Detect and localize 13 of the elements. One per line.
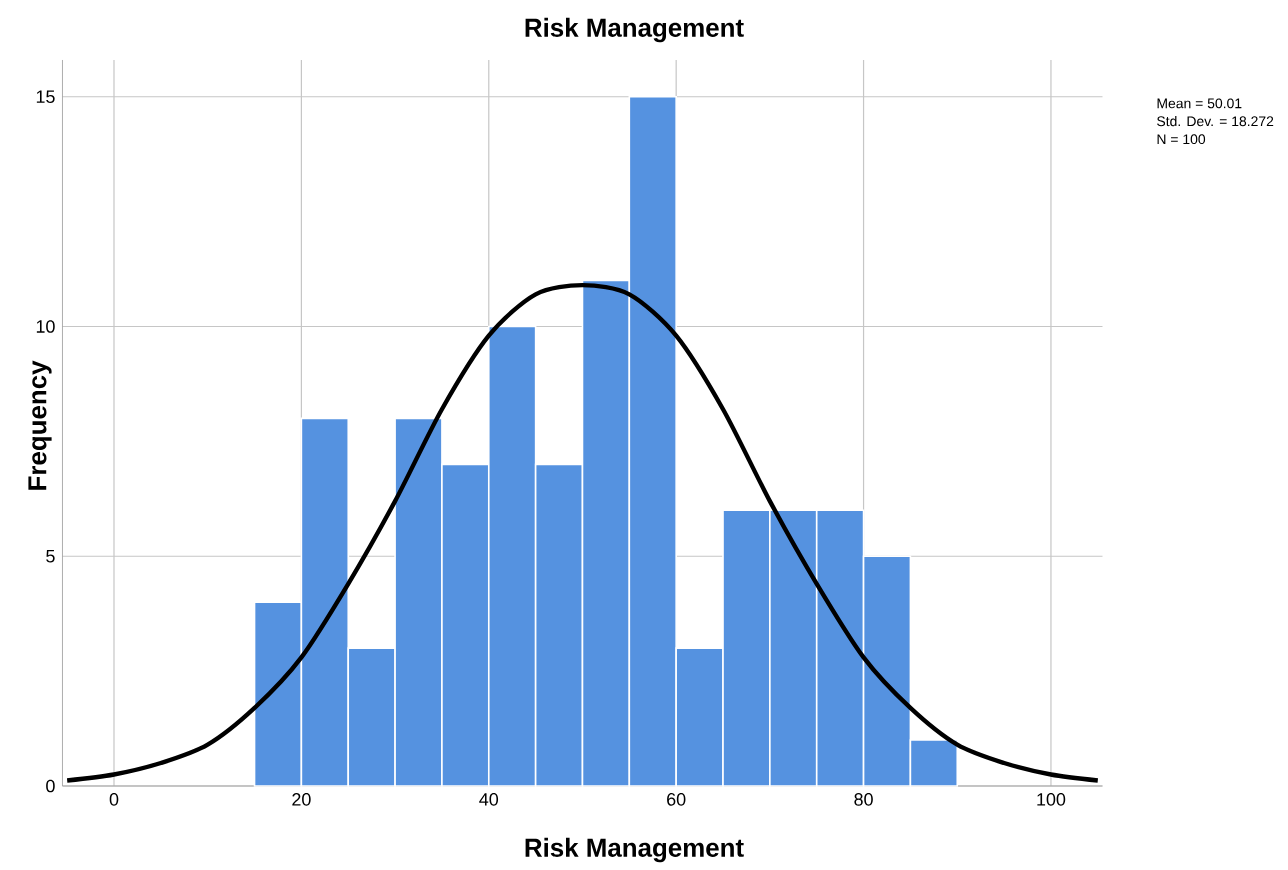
x-tick-label: 60 <box>667 793 686 806</box>
y-axis-title: Frequency <box>28 360 52 490</box>
y-tick-label: 0 <box>46 779 55 793</box>
x-tick-label: 0 <box>109 793 119 806</box>
y-tick-label: 15 <box>36 90 55 104</box>
chart-title: Risk Management <box>525 17 744 43</box>
y-tick-label: 10 <box>36 320 55 333</box>
x-axis-title: Risk Management <box>525 837 744 863</box>
x-tick-label: 80 <box>854 793 873 806</box>
x-tick-label: 100 <box>1037 793 1066 806</box>
x-tick-label: 40 <box>479 793 499 806</box>
y-tick-label: 5 <box>46 549 55 563</box>
x-tick-label: 20 <box>292 793 311 806</box>
